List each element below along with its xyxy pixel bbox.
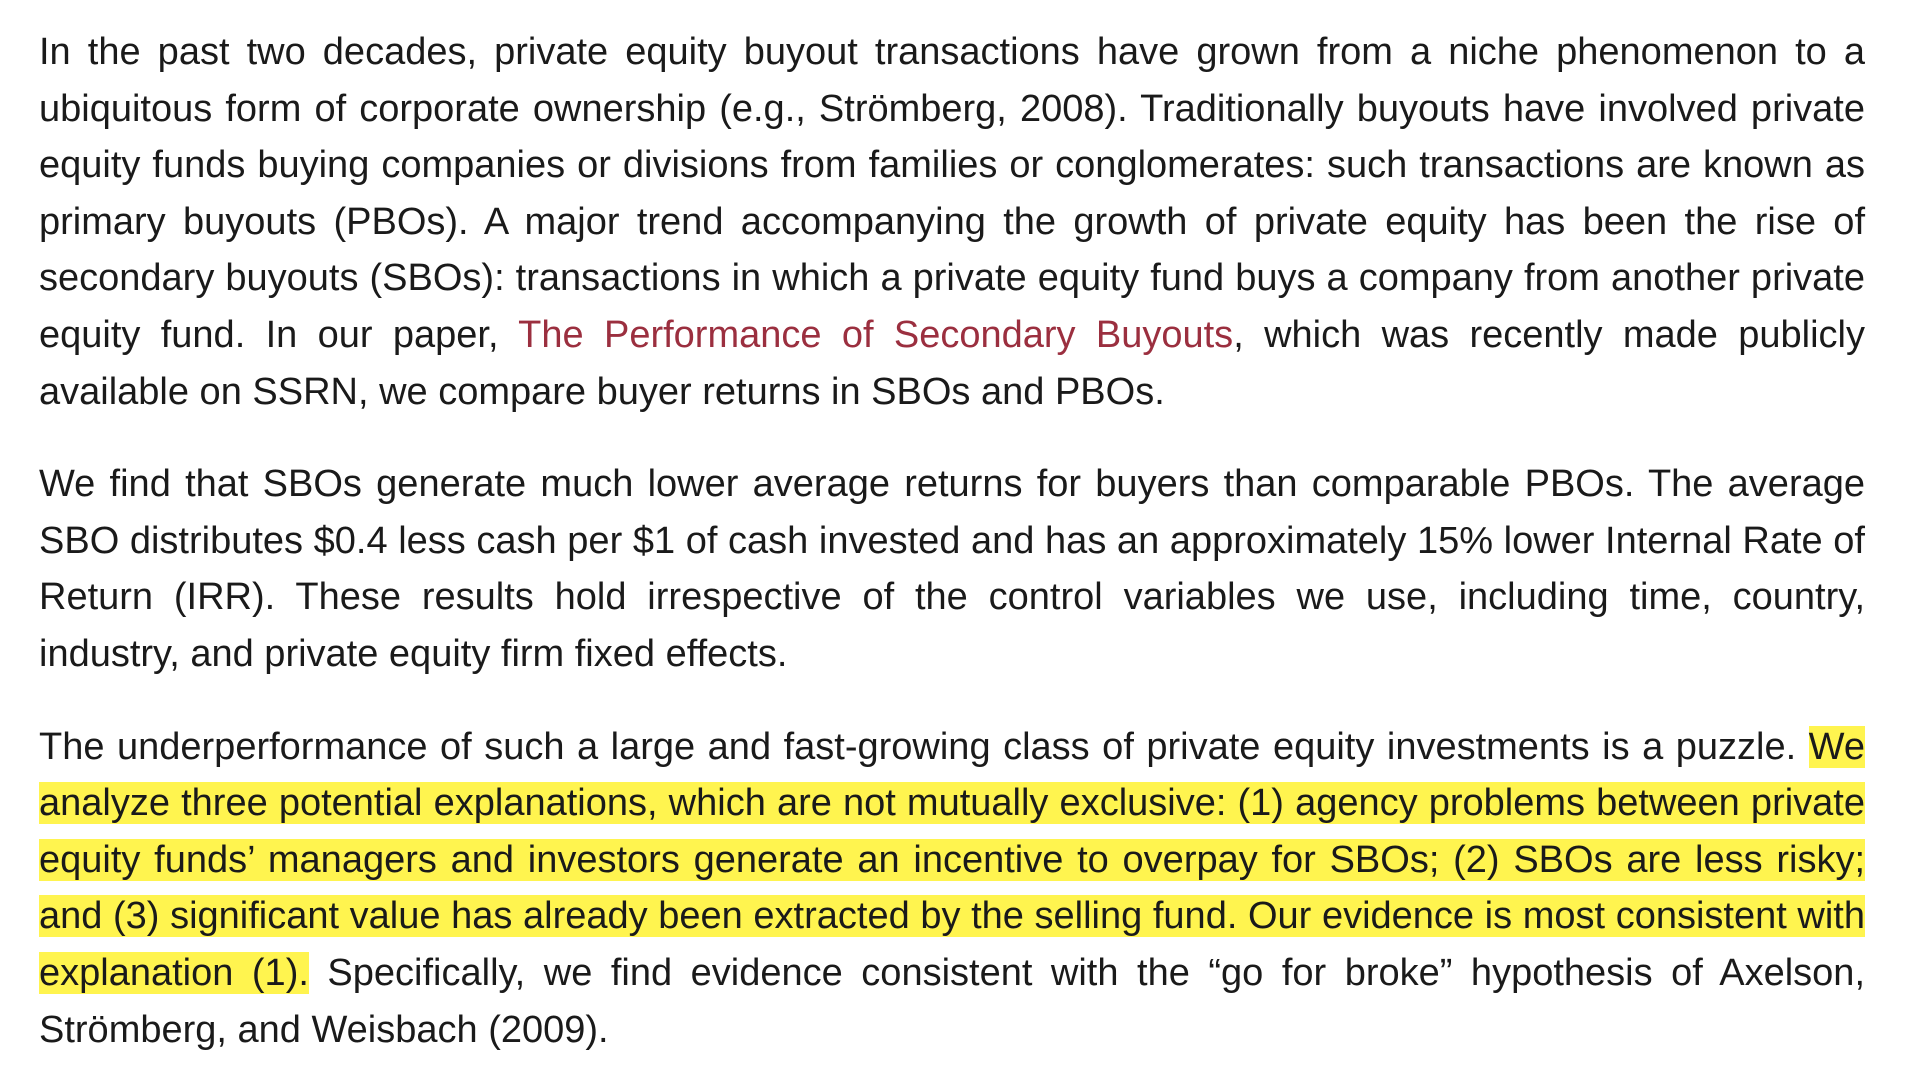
paragraph-explanations: The underperformance of such a large and…	[39, 719, 1865, 1059]
paragraph-explanations-text-after-highlight: Specifically, we find evidence consisten…	[39, 951, 1865, 1051]
paragraph-findings: We find that SBOs generate much lower av…	[39, 456, 1865, 682]
paragraph-explanations-text-before-highlight: The underperformance of such a large and…	[39, 725, 1809, 768]
paragraph-intro-text-after-link: , which was recently made publicly avail…	[39, 313, 1865, 413]
paragraph-intro: In the past two decades, private equity …	[39, 24, 1865, 420]
paragraph-intro-text-before-link: In the past two decades, private equity …	[39, 31, 1865, 356]
paper-title-link[interactable]: The Performance of Secondary Buyouts	[518, 313, 1234, 356]
paragraph-findings-text: We find that SBOs generate much lower av…	[39, 463, 1865, 675]
